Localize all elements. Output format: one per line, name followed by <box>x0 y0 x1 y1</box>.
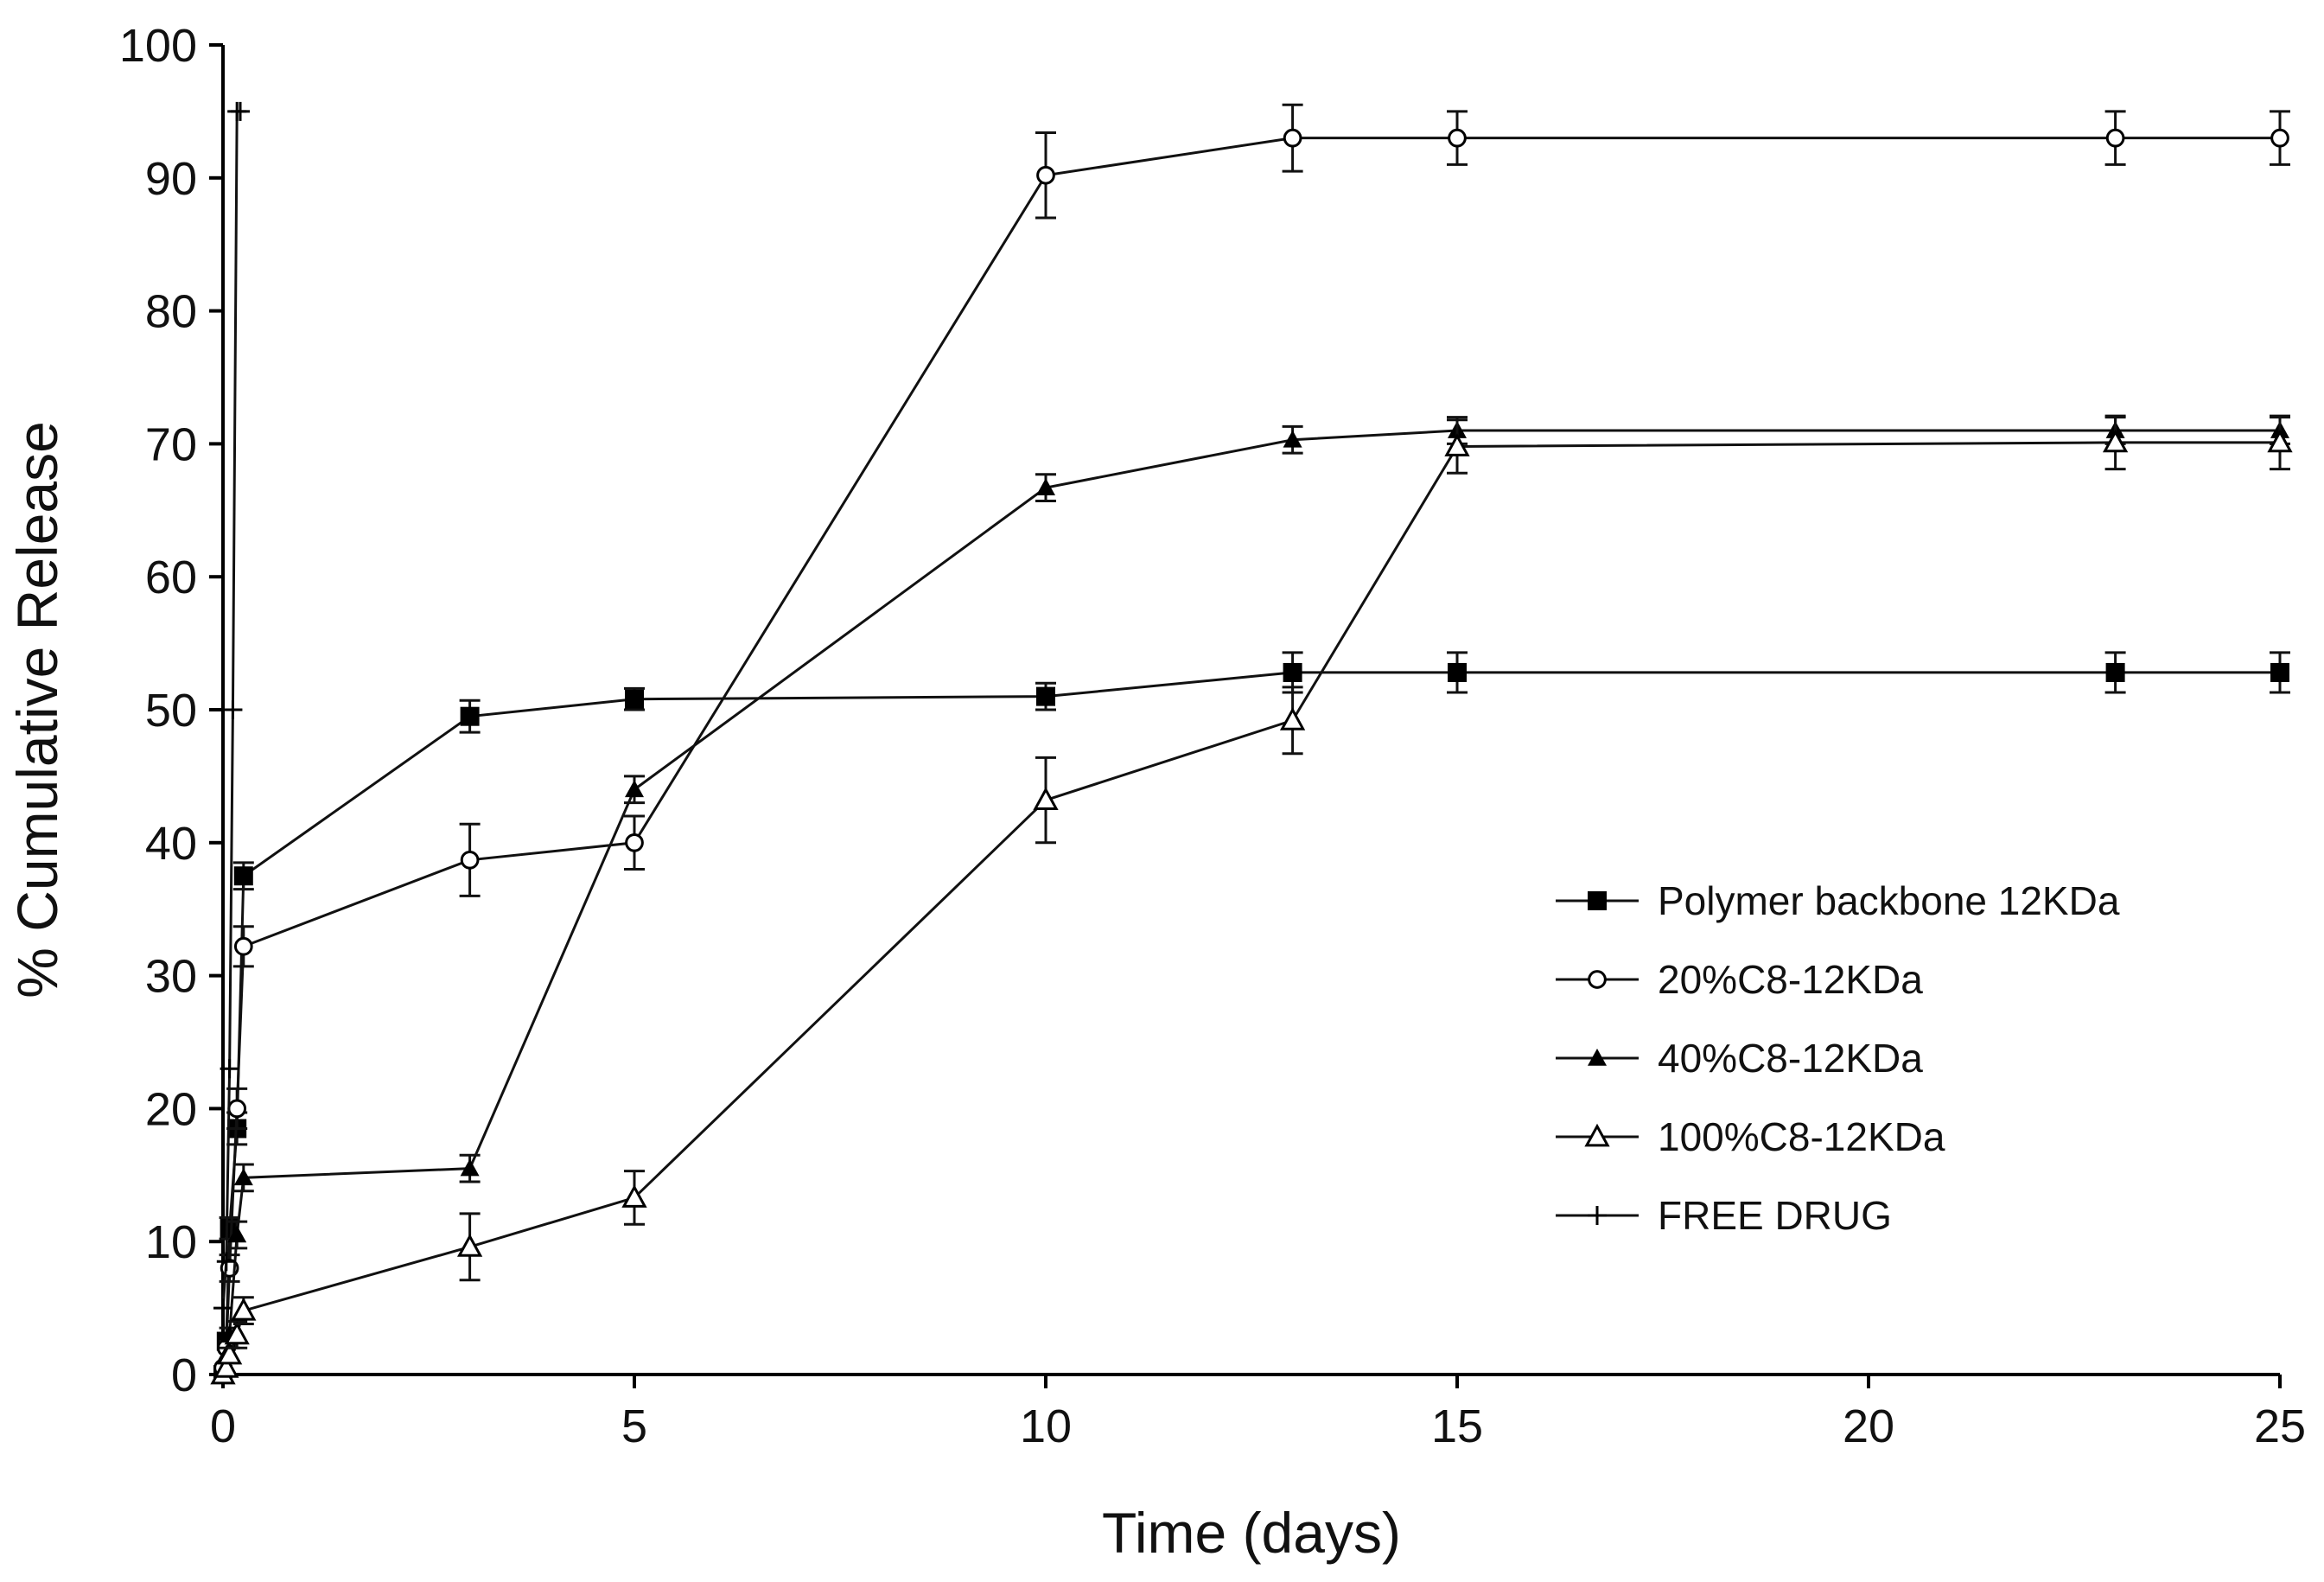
legend-marker <box>1588 970 1607 989</box>
data-point <box>456 1234 483 1257</box>
legend-label: Polymer backbone 12KDa <box>1658 878 2120 923</box>
y-tick-label: 100 <box>119 20 197 72</box>
data-point <box>230 101 250 121</box>
data-point <box>233 866 253 886</box>
y-tick-label: 40 <box>145 818 197 870</box>
y-tick-label: 0 <box>171 1349 197 1401</box>
series-line <box>221 137 2280 1368</box>
y-tick-label: 30 <box>145 951 197 1003</box>
x-tick-label: 15 <box>1431 1400 1483 1452</box>
legend-item: 100%C8-12KDa <box>1556 1114 1945 1159</box>
legend-marker <box>1588 1206 1607 1225</box>
data-point <box>224 1321 250 1345</box>
y-tick-label: 50 <box>145 685 197 737</box>
data-point <box>233 1168 253 1186</box>
data-point <box>2267 429 2293 453</box>
data-point <box>2270 128 2289 148</box>
legend-item: Polymer backbone 12KDa <box>1556 878 2120 923</box>
x-axis-title: Time (days) <box>1102 1501 1401 1565</box>
legend-item: 40%C8-12KDa <box>1556 1036 1923 1081</box>
axes: 0 5 10 15 20 25 0 10 20 30 40 50 60 70 80 90 100 <box>119 20 2306 1452</box>
data-point <box>1444 433 1470 456</box>
data-point <box>216 1341 243 1365</box>
data-point <box>1448 662 1467 682</box>
y-tick-label: 60 <box>145 552 197 603</box>
legend-label: 100%C8-12KDa <box>1658 1114 1945 1159</box>
legend-label: 40%C8-12KDa <box>1658 1036 1923 1081</box>
x-tick-label: 0 <box>210 1400 236 1452</box>
data-point <box>1283 662 1302 682</box>
data-point <box>1033 787 1059 810</box>
series-2 <box>213 103 2290 1378</box>
y-tick-label: 10 <box>145 1216 197 1268</box>
data-point <box>1036 165 1055 185</box>
legend-label: FREE DRUG <box>1658 1193 1892 1238</box>
data-point <box>460 1158 480 1177</box>
legend-marker <box>1588 891 1607 910</box>
x-tick-label: 25 <box>2254 1400 2306 1452</box>
series-4 <box>210 414 2293 1385</box>
data-point <box>625 780 644 798</box>
data-point <box>1279 707 1306 730</box>
x-tick-label: 5 <box>621 1400 647 1452</box>
legend-label: 20%C8-12KDa <box>1658 957 1923 1002</box>
x-tick-label: 10 <box>1020 1400 1072 1452</box>
data-point <box>621 1184 647 1208</box>
series-layer <box>210 101 2293 1385</box>
data-point <box>213 1355 239 1378</box>
data-point <box>1448 128 1467 148</box>
data-point <box>1036 686 1055 706</box>
series-1 <box>213 651 2290 1384</box>
data-point <box>1283 430 1302 448</box>
legend: Polymer backbone 12KDa 20%C8-12KDa 40%C8-1… <box>1556 878 2120 1238</box>
data-point <box>220 1059 239 1079</box>
data-point <box>2270 662 2289 682</box>
data-point <box>1036 478 1055 495</box>
y-tick-label: 80 <box>145 286 197 338</box>
y-axis-title: % Cumulative Release <box>5 421 69 998</box>
legend-marker <box>1588 1049 1607 1066</box>
legend-item: 20%C8-12KDa <box>1556 957 1923 1002</box>
data-point <box>625 689 644 709</box>
data-point <box>216 1252 236 1272</box>
data-point <box>227 1099 247 1119</box>
y-tick-label: 20 <box>145 1083 197 1135</box>
data-point <box>2102 429 2129 453</box>
data-point <box>227 1225 247 1243</box>
legend-item: FREE DRUG <box>1556 1193 1892 1238</box>
data-point <box>460 706 480 726</box>
data-point <box>1283 128 1302 148</box>
data-point <box>223 700 243 719</box>
x-tick-label: 20 <box>1843 1400 1894 1452</box>
data-point <box>625 832 644 852</box>
data-point <box>231 1297 257 1321</box>
data-point <box>2105 128 2125 148</box>
data-point <box>233 936 253 956</box>
data-point <box>213 1298 232 1318</box>
series-5 <box>213 101 250 1318</box>
data-point <box>2105 662 2125 682</box>
y-tick-label: 70 <box>145 418 197 470</box>
legend-marker <box>1584 1123 1610 1147</box>
data-point <box>460 850 480 870</box>
y-tick-label: 90 <box>145 153 197 205</box>
